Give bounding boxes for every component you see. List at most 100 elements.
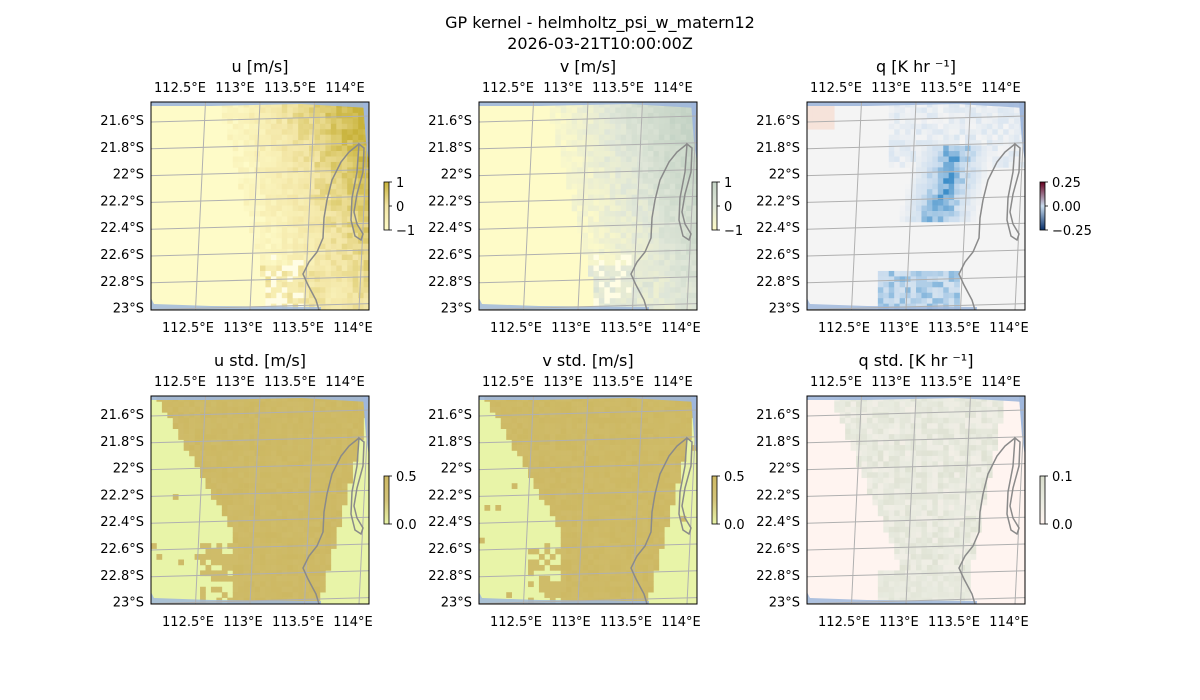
heatmap-cell	[604, 227, 611, 234]
heatmap-cell	[926, 205, 933, 212]
heatmap-cell	[221, 592, 228, 598]
heatmap-cell	[647, 510, 654, 517]
heatmap-cell	[658, 145, 665, 152]
lon-tick-top: 112.5°E	[154, 375, 206, 390]
heatmap-cell	[653, 466, 660, 473]
heatmap-cell	[538, 586, 545, 593]
heatmap-cell	[260, 221, 266, 228]
heatmap-cell	[254, 477, 261, 484]
colorbar	[383, 181, 390, 231]
heatmap-cell	[598, 494, 605, 500]
heatmap-cell	[270, 140, 277, 146]
heatmap-cell	[265, 260, 272, 266]
heatmap-cell	[292, 238, 299, 244]
heatmap-cell	[325, 129, 332, 135]
heatmap-cell	[555, 401, 562, 408]
heatmap-cell	[937, 194, 944, 201]
heatmap-cell	[598, 586, 605, 593]
heatmap-cell	[593, 161, 600, 168]
heatmap-field	[807, 102, 1025, 310]
heatmap-cell	[511, 434, 518, 440]
heatmap-cell	[183, 445, 190, 451]
heatmap-cell	[254, 200, 261, 206]
heatmap-cell	[566, 412, 572, 419]
parallel-line	[479, 516, 697, 524]
heatmap-cell	[932, 439, 939, 446]
heatmap-cell	[669, 499, 676, 506]
heatmap-cell	[319, 292, 326, 299]
heatmap-cell	[292, 205, 299, 212]
heatmap-cell	[894, 287, 900, 294]
heatmap-cell	[571, 592, 578, 598]
heatmap-cell	[205, 428, 212, 435]
heatmap-cell	[325, 140, 332, 146]
heatmap-cell	[921, 450, 928, 457]
heatmap-cell	[593, 548, 600, 555]
heatmap-cell	[210, 461, 217, 468]
heatmap-cell	[325, 123, 332, 130]
heatmap-cell	[265, 472, 272, 479]
heatmap-cell	[850, 406, 857, 413]
heatmap-cell	[626, 211, 632, 217]
heatmap-cell	[336, 287, 343, 294]
heatmap-cell	[658, 254, 665, 261]
heatmap-cell	[341, 483, 348, 489]
heatmap-cell	[495, 406, 502, 413]
heatmap-cell	[604, 526, 611, 533]
lon-tick-bottom: 114°E	[661, 615, 701, 630]
heatmap-cell	[260, 586, 266, 593]
heatmap-cell	[287, 227, 293, 234]
heatmap-cell	[675, 156, 681, 163]
heatmap-cell	[189, 428, 195, 435]
heatmap-cell	[647, 423, 654, 429]
heatmap-cell	[303, 477, 310, 484]
heatmap-cell	[506, 401, 512, 408]
heatmap-cell	[243, 178, 250, 185]
heatmap-cell	[582, 406, 589, 413]
heatmap-cell	[954, 396, 960, 402]
heatmap-cell	[281, 472, 288, 479]
heatmap-cell	[647, 123, 654, 130]
heatmap-cell	[325, 450, 332, 457]
heatmap-cell	[287, 445, 293, 451]
heatmap-cell	[626, 205, 632, 212]
heatmap-cell	[249, 200, 255, 206]
heatmap-cell	[647, 276, 654, 283]
heatmap-cell	[664, 200, 671, 206]
heatmap-cell	[281, 526, 288, 533]
heatmap-cell	[281, 466, 288, 473]
heatmap-cell	[522, 450, 529, 457]
heatmap-cell	[856, 406, 862, 413]
heatmap-cell	[232, 505, 239, 511]
heatmap-cell	[358, 287, 364, 294]
heatmap-cell	[686, 151, 692, 157]
heatmap-cell	[210, 450, 217, 457]
heatmap-cell	[631, 477, 638, 484]
heatmap-cell	[528, 559, 534, 566]
heatmap-cell	[604, 270, 611, 277]
heatmap-cell	[287, 412, 293, 419]
heatmap-cell	[615, 129, 621, 135]
heatmap-cell	[937, 270, 944, 277]
heatmap-cell	[265, 205, 272, 212]
heatmap-cell	[270, 526, 277, 533]
heatmap-cell	[680, 417, 687, 424]
heatmap-cell	[975, 107, 982, 114]
heatmap-cell	[238, 521, 244, 528]
heatmap-cell	[604, 439, 611, 446]
heatmap-cell	[560, 450, 567, 457]
heatmap-cell	[910, 298, 917, 304]
heatmap-cell	[642, 428, 649, 435]
heatmap-cell	[910, 194, 917, 201]
heatmap-cell	[593, 450, 600, 457]
heatmap-cell	[642, 450, 649, 457]
heatmap-cell	[210, 466, 217, 473]
heatmap-cell	[631, 548, 638, 555]
heatmap-cell	[975, 406, 982, 413]
heatmap-cell	[319, 450, 326, 457]
heatmap-cell	[249, 505, 255, 511]
heatmap-cell	[965, 412, 971, 419]
heatmap-cell	[194, 455, 201, 462]
heatmap-cell	[238, 112, 244, 119]
heatmap-cell	[205, 466, 212, 473]
